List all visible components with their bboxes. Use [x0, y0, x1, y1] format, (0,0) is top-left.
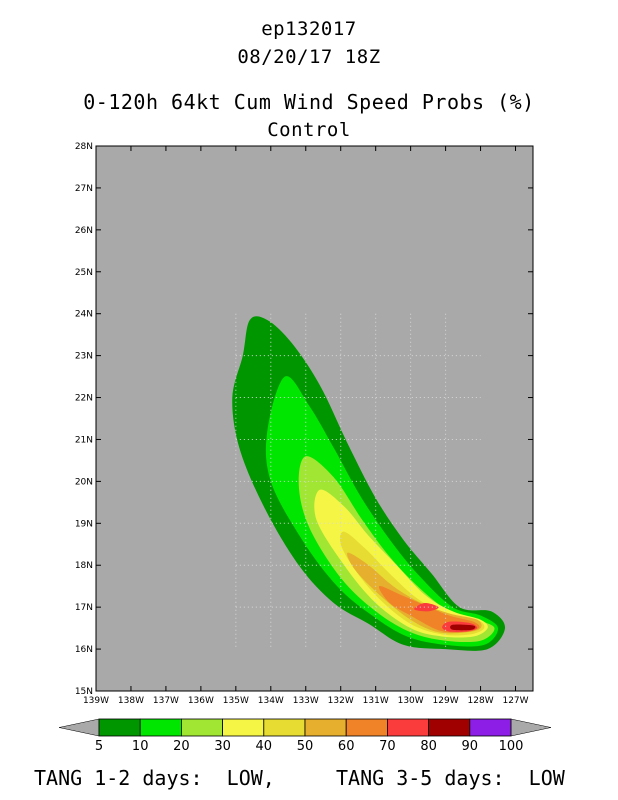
y-tick-label: 24N [75, 310, 93, 320]
x-tick-label: 138W [118, 696, 144, 706]
contour-30pct [314, 489, 488, 638]
colorbar-swatch [304, 718, 347, 737]
x-tick-label: 131W [363, 696, 389, 706]
x-tick-label: 136W [188, 696, 214, 706]
member-title: Control [267, 119, 351, 141]
y-tick-label: 17N [75, 603, 93, 613]
colorbar-label: 80 [420, 739, 437, 754]
colorbar-swatch [139, 718, 182, 737]
contour-10pct [265, 376, 499, 647]
probability-map: 15N 16N 17N 18N 19N 20N 21N 22N 23N 24N 25N 26N 27N 2… [58, 142, 552, 754]
tang-3-5-days-text: TANG 3-5 days: LOW [336, 766, 565, 790]
tang-1-2-days-text: TANG 1-2 days: LOW, [34, 766, 275, 790]
x-tick-label: 129W [433, 696, 459, 706]
x-tick-label: 130W [398, 696, 424, 706]
product-title: 0-120h 64kt Cum Wind Speed Probs (%) [83, 90, 535, 114]
colorbar-swatch [428, 718, 471, 737]
colorbar-label: 60 [338, 739, 355, 754]
y-tick-label: 26N [75, 226, 93, 236]
plot-frame [95, 145, 534, 692]
x-tick-label: 128W [468, 696, 494, 706]
colorbar-label: 70 [379, 739, 396, 754]
x-tick-label: 127W [502, 696, 528, 706]
x-tick-label: 139W [83, 696, 109, 706]
x-tick-label: 135W [223, 696, 249, 706]
y-tick-label: 27N [75, 184, 93, 194]
x-tick-label: 137W [153, 696, 179, 706]
contour-50pct [347, 552, 482, 634]
contour-20pct [298, 456, 495, 643]
colorbar-label: 5 [95, 739, 103, 754]
colorbar-label: 100 [499, 739, 524, 754]
colorbar-label: 10 [132, 739, 149, 754]
datetime-title: 08/20/17 18Z [237, 46, 381, 68]
colorbar-swatch [469, 718, 512, 737]
y-tick-label: 25N [75, 268, 93, 278]
contour-80pct [450, 624, 476, 631]
colorbar-swatch [180, 718, 223, 737]
colorbar-right-arrow [510, 718, 552, 737]
colorbar-label: 50 [297, 739, 314, 754]
y-tick-label: 28N [75, 142, 93, 152]
colorbar-swatch [98, 718, 141, 737]
colorbar-label: 20 [173, 739, 190, 754]
x-tick-label: 132W [328, 696, 354, 706]
colorbar-swatch [386, 718, 429, 737]
colorbar-swatch [345, 718, 388, 737]
y-tick-label: 20N [75, 477, 93, 487]
y-tick-label: 16N [75, 645, 93, 655]
x-tick-label: 134W [258, 696, 284, 706]
y-tick-label: 19N [75, 519, 93, 529]
y-tick-label: 22N [75, 394, 93, 404]
colorbar-left-arrow [58, 718, 100, 737]
y-tick-label: 21N [75, 435, 93, 445]
colorbar-label: 90 [462, 739, 479, 754]
y-tick-label: 23N [75, 352, 93, 362]
storm-id-title: ep132017 [261, 18, 357, 40]
colorbar-swatch [263, 718, 306, 737]
colorbar-label: 40 [256, 739, 273, 754]
y-tick-label: 18N [75, 561, 93, 571]
contour-70pct [414, 602, 439, 612]
y-tick-label: 15N [75, 687, 93, 697]
colorbar-label: 30 [214, 739, 231, 754]
colorbar-swatch [222, 718, 265, 737]
x-tick-label: 133W [293, 696, 319, 706]
